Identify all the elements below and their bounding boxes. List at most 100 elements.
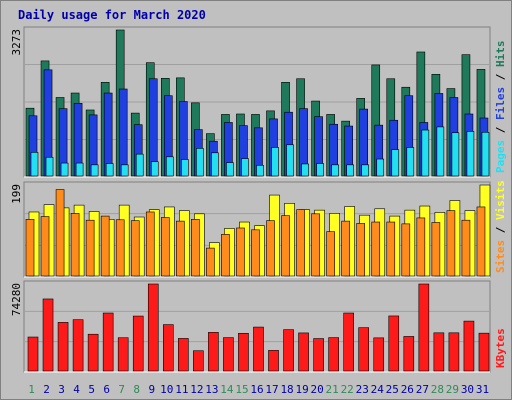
bar-sites-day-28 [431, 222, 441, 277]
bar-kbytes-day-23 [358, 327, 370, 372]
bar-kbytes-day-1 [27, 336, 39, 372]
bar-sites-day-5 [85, 219, 95, 277]
bar-sites-day-26 [401, 223, 411, 277]
bar-kbytes-day-28 [433, 332, 445, 372]
bar-kbytes-day-7 [117, 337, 129, 372]
legend-traffic: Pages / Files / Hits [494, 41, 507, 174]
x-tick-label: 20 [311, 383, 324, 396]
bar-pages-day-24 [376, 158, 385, 177]
bar-pages-day-4 [75, 162, 84, 177]
x-tick-label: 8 [133, 383, 140, 396]
x-tick-label: 30 [461, 383, 474, 396]
bar-sites-day-2 [40, 216, 50, 277]
bar-pages-day-17 [271, 147, 279, 177]
x-tick-label: 3 [58, 383, 65, 396]
x-tick-label: 29 [446, 383, 459, 396]
bar-kbytes-day-11 [178, 338, 189, 372]
bar-pages-day-28 [436, 126, 445, 177]
bar-sites-day-3 [55, 189, 65, 277]
x-tick-label: 21 [326, 383, 339, 396]
legend-visitors: Sites / Visits [494, 180, 507, 273]
bar-kbytes-day-22 [343, 312, 354, 372]
bar-pages-day-26 [406, 147, 415, 177]
x-tick-label: 2 [43, 383, 50, 396]
x-tick-label: 31 [476, 383, 489, 396]
legend-entry-pages: Pages [494, 140, 507, 173]
bar-sites-day-1 [25, 218, 35, 277]
x-tick-label: 23 [356, 383, 369, 396]
legend-separator: / [494, 67, 507, 87]
bar-pages-day-1 [30, 152, 39, 177]
bar-sites-day-10 [160, 217, 170, 277]
bar-pages-day-27 [421, 129, 430, 177]
bar-kbytes-day-17 [268, 350, 279, 372]
x-tick-label: 17 [265, 383, 278, 396]
bar-pages-day-3 [60, 162, 69, 177]
bar-kbytes-day-18 [283, 329, 294, 372]
bar-kbytes-day-3 [57, 322, 69, 372]
bar-kbytes-day-4 [72, 319, 84, 372]
chart-title: Daily usage for March 2020 [18, 8, 206, 22]
bar-kbytes-day-29 [448, 332, 460, 372]
bar-pages-day-30 [466, 131, 475, 177]
y-max-label-visitors: 199 [10, 184, 23, 204]
bar-sites-day-13 [206, 247, 215, 277]
x-tick-label: 13 [205, 383, 218, 396]
x-tick-label: 4 [73, 383, 80, 396]
bar-pages-day-21 [331, 164, 339, 177]
bar-sites-day-31 [476, 206, 486, 277]
x-tick-label: 1 [28, 383, 35, 396]
bar-kbytes-day-25 [388, 315, 400, 372]
bar-kbytes-day-24 [373, 337, 385, 372]
x-tick-label: 14 [220, 383, 234, 396]
bar-kbytes-day-14 [223, 337, 234, 372]
bar-sites-day-14 [221, 234, 230, 277]
bar-kbytes-day-9 [147, 283, 159, 372]
x-tick-label: 28 [431, 383, 444, 396]
bar-sites-day-15 [236, 227, 245, 277]
bar-sites-day-11 [176, 220, 185, 277]
bar-kbytes-day-12 [193, 350, 204, 372]
bar-kbytes-day-15 [238, 332, 249, 372]
legend-entry-hits: Hits [494, 41, 507, 68]
bar-sites-day-29 [446, 210, 456, 277]
bar-kbytes-day-8 [132, 315, 144, 372]
bar-kbytes-day-10 [162, 324, 174, 372]
legend-entry-files: Files [494, 87, 507, 120]
bar-sites-day-24 [371, 221, 381, 277]
x-tick-label: 19 [295, 383, 308, 396]
bar-sites-day-25 [386, 221, 396, 277]
x-tick-label: 11 [175, 383, 188, 396]
bar-sites-day-17 [266, 220, 275, 277]
legend-separator: / [494, 220, 507, 240]
bar-kbytes-day-21 [328, 337, 339, 372]
bar-pages-day-11 [181, 159, 189, 177]
x-tick-label: 16 [250, 383, 263, 396]
bar-pages-day-14 [226, 162, 234, 177]
bar-kbytes-day-19 [298, 332, 309, 372]
bar-pages-day-16 [256, 164, 264, 177]
bar-pages-day-19 [301, 163, 309, 177]
x-tick-label: 5 [88, 383, 95, 396]
bar-pages-day-29 [451, 132, 460, 177]
legend-entry-sites: Sites [494, 240, 507, 273]
bar-sites-day-20 [311, 213, 320, 277]
bar-pages-day-13 [211, 152, 219, 177]
bar-kbytes-day-5 [87, 333, 99, 372]
legend-volume: KBytes [494, 328, 507, 368]
bar-pages-day-10 [165, 156, 174, 177]
bar-pages-day-12 [196, 148, 204, 177]
bar-pages-day-20 [316, 163, 324, 177]
bar-pages-day-18 [286, 144, 294, 177]
bar-sites-day-30 [461, 219, 471, 277]
legend-entry-visits: Visits [494, 180, 507, 220]
y-max-label-traffic: 3273 [10, 29, 23, 56]
bar-sites-day-4 [70, 213, 80, 277]
x-tick-label: 25 [386, 383, 399, 396]
x-tick-label: 26 [401, 383, 414, 396]
bar-sites-day-12 [191, 218, 200, 277]
x-tick-label: 10 [160, 383, 173, 396]
bar-sites-day-7 [115, 219, 125, 277]
